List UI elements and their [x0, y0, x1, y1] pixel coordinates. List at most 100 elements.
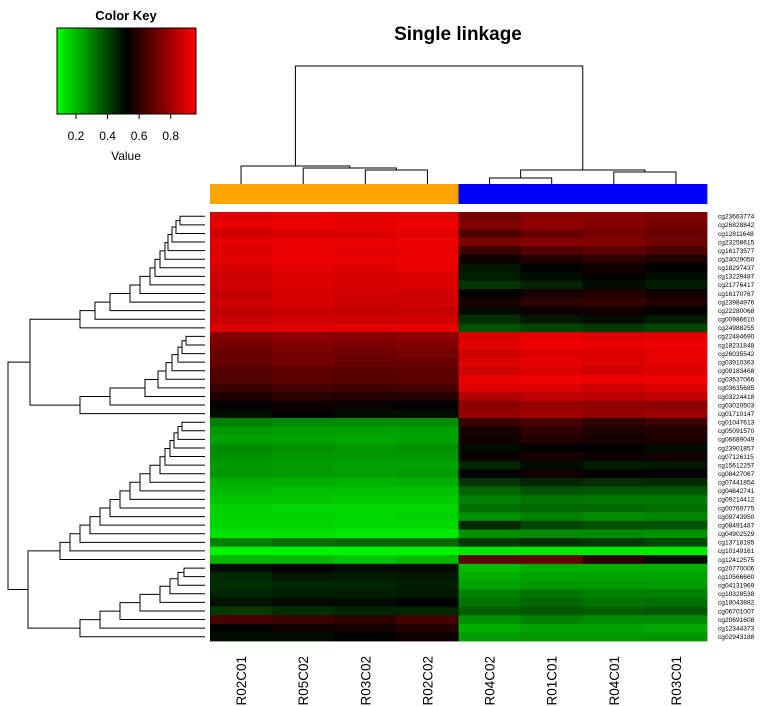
heatmap-cell: [582, 589, 646, 599]
heatmap-cell: [334, 237, 397, 247]
heatmap-cell: [582, 512, 646, 522]
heatmap-cell: [396, 340, 459, 350]
heatmap-cell: [272, 538, 335, 548]
heatmap-cell: [582, 297, 646, 307]
heatmap-cell: [210, 615, 273, 625]
heatmap-cell: [210, 220, 273, 230]
heatmap-cell: [582, 563, 646, 573]
heatmap-cell: [272, 314, 335, 324]
heatmap-cell: [210, 237, 273, 247]
heatmap-cell: [582, 452, 646, 462]
heatmap-cell: [272, 520, 335, 530]
row-label: cg04642741: [718, 488, 755, 495]
row-label: cg07441854: [718, 480, 755, 487]
column-group-bar: [210, 184, 708, 204]
heatmap-cell: [396, 520, 459, 530]
heatmap-cell: [458, 632, 522, 642]
heatmap-cell: [520, 580, 584, 590]
chart-title: Single linkage: [394, 24, 522, 45]
heatmap-cell: [272, 452, 335, 462]
row-label: cg20691608: [718, 617, 755, 624]
heatmap-cell: [644, 366, 708, 376]
heatmap-cell: [458, 452, 522, 462]
column-group-swatch: [582, 184, 646, 204]
heatmap-cell: [458, 289, 522, 299]
row-label: cg15612257: [718, 462, 755, 469]
heatmap-cell: [210, 555, 273, 565]
heatmap-cell: [644, 512, 708, 522]
heatmap-cell: [520, 392, 584, 402]
heatmap-cell: [644, 392, 708, 402]
heatmap-cell: [334, 512, 397, 522]
heatmap-cell: [520, 546, 584, 556]
heatmap-cell: [334, 263, 397, 273]
heatmap-cell: [644, 409, 708, 419]
heatmap-cell: [334, 332, 397, 342]
heatmap-cell: [334, 520, 397, 530]
heatmap-cell: [272, 589, 335, 599]
column-dendrogram-branch: [489, 177, 553, 184]
heatmap-cell: [458, 503, 522, 513]
heatmap-cell: [644, 426, 708, 436]
heatmap-cell: [396, 486, 459, 496]
heatmap-cell: [210, 486, 273, 496]
row-dendrogram-branch: [167, 234, 205, 252]
row-dendrogram-branch: [171, 354, 205, 372]
heatmap-cell: [272, 375, 335, 384]
row-dendrogram-branch: [171, 226, 205, 243]
heatmap-cell: [210, 623, 273, 633]
heatmap-cell: [272, 237, 335, 247]
heatmap-cell: [396, 212, 459, 221]
heatmap-cell: [520, 486, 584, 496]
heatmap-cell: [520, 229, 584, 239]
heatmap-cell: [458, 512, 522, 522]
color-key-xlabel: Value: [111, 149, 141, 163]
heatmap-cell: [396, 349, 459, 359]
heatmap-cell: [334, 417, 397, 427]
row-label: cg23984976: [718, 299, 755, 306]
heatmap-cell: [582, 632, 646, 642]
heatmap-cell: [210, 598, 273, 608]
color-key-ticks: 0.2 0.4 0.6 0.8: [68, 114, 179, 143]
heatmap-cell: [334, 606, 397, 616]
row-label: cg08491487: [718, 522, 755, 529]
heatmap-cell: [272, 598, 335, 608]
heatmap-cell: [396, 632, 459, 642]
heatmap-cell: [644, 306, 708, 316]
color-key-tick-label: 0.4: [99, 129, 116, 143]
heatmap-cell: [272, 615, 335, 625]
heatmap-cell: [334, 220, 397, 230]
heatmap-cell: [272, 280, 335, 290]
heatmap-cell: [396, 572, 459, 582]
heatmap-cell: [334, 229, 397, 239]
heatmap-cell: [458, 598, 522, 608]
heatmap-cell: [334, 254, 397, 264]
column-label: R04C02: [483, 656, 498, 706]
row-dendrogram-branch: [7, 361, 30, 591]
heatmap-cell: [396, 563, 459, 573]
heatmap-cell: [520, 632, 584, 642]
heatmap-cell: [644, 520, 708, 530]
heatmap-cell: [582, 486, 646, 496]
heatmap-cell: [582, 580, 646, 590]
heatmap-cell: [644, 469, 708, 479]
heatmap-cell: [520, 598, 584, 608]
heatmap-cell: [272, 263, 335, 273]
heatmap-cell: [396, 400, 459, 410]
heatmap-cell: [210, 366, 273, 376]
column-label: R03C02: [358, 656, 373, 706]
heatmap-cell: [582, 460, 646, 470]
heatmap-cell: [458, 495, 522, 505]
heatmap-cell: [396, 435, 459, 445]
heatmap-cell: [334, 306, 397, 316]
heatmap-cell: [582, 400, 646, 410]
heatmap-cell: [644, 615, 708, 625]
heatmap-cell: [272, 555, 335, 565]
heatmap-cell: [272, 563, 335, 573]
row-label: cg03635685: [718, 385, 755, 392]
heatmap-cell: [210, 460, 273, 470]
heatmap-cell: [644, 237, 708, 247]
heatmap-cell: [458, 426, 522, 436]
heatmap-cell: [334, 555, 397, 565]
